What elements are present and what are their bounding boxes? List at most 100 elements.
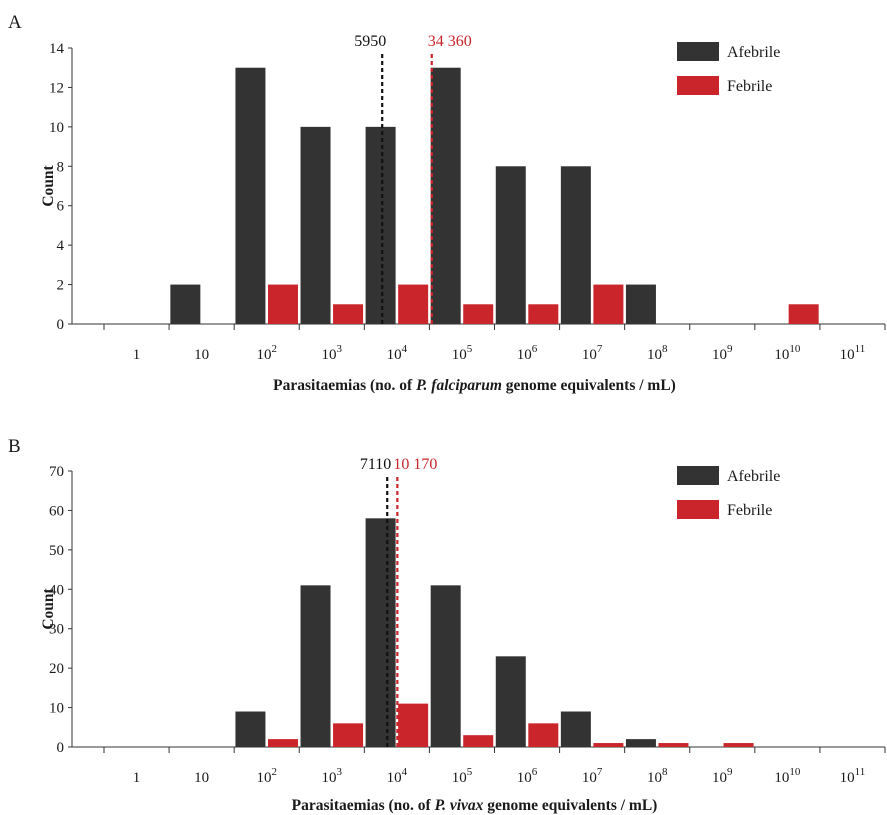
x-axis-title-prefix: Parasitaemias (no. of (292, 797, 435, 814)
x-tick-exponent: 10 (789, 343, 801, 355)
x-tick-exponent: 9 (727, 343, 733, 355)
x-tick-label: 10 (194, 770, 209, 786)
x-tick-base: 10 (322, 347, 337, 363)
bar-febrile (398, 284, 429, 324)
x-tick-label: 104 (387, 343, 408, 363)
x-tick-exponent: 8 (662, 343, 668, 355)
legend-swatch-afebrile (677, 42, 719, 61)
bar-febrile (593, 743, 624, 747)
y-axis-title: Count (40, 164, 57, 206)
legend-label: Febrile (727, 502, 772, 519)
y-tick-label: 14 (49, 41, 65, 57)
y-tick-label: 12 (49, 80, 64, 96)
x-tick-label: 1011 (840, 766, 866, 786)
x-tick-base: 10 (256, 770, 271, 786)
x-tick-label: 106 (517, 766, 538, 786)
bar-afebrile (625, 739, 656, 747)
median-label: 5950 (354, 33, 386, 50)
y-tick-label: 60 (49, 503, 64, 519)
x-tick-label: 108 (647, 343, 668, 363)
x-tick-label: 105 (452, 766, 473, 786)
bar-afebrile (430, 67, 461, 324)
panel-letter: A (8, 12, 22, 33)
x-tick-label: 107 (582, 343, 603, 363)
x-tick-base: 10 (517, 770, 532, 786)
bar-afebrile (235, 67, 266, 324)
legend-swatch-febrile (677, 500, 719, 519)
y-tick-label: 50 (49, 543, 64, 559)
bar-febrile (788, 304, 819, 324)
x-tick-exponent: 6 (532, 766, 538, 778)
y-tick-label: 10 (49, 701, 64, 717)
x-tick-exponent: 4 (402, 766, 408, 778)
y-tick-label: 70 (49, 464, 64, 480)
y-tick-label: 20 (49, 661, 64, 677)
x-axis-title: Parasitaemias (no. of P. vivax genome eq… (292, 797, 658, 814)
bar-febrile (398, 703, 429, 747)
legend-label: Febrile (727, 78, 772, 95)
y-tick-label: 0 (57, 317, 65, 333)
median-label: 7110 (360, 456, 391, 473)
bar-afebrile (625, 284, 656, 324)
bar-afebrile (235, 711, 266, 747)
legend-swatch-febrile (677, 76, 719, 95)
legend-label: Afebrile (727, 468, 780, 485)
x-tick-base: 10 (387, 770, 402, 786)
x-tick-base: 10 (582, 770, 597, 786)
x-tick-label: 109 (712, 343, 733, 363)
x-tick-exponent: 3 (337, 343, 343, 355)
bar-afebrile (560, 166, 591, 324)
x-tick-base: 10 (452, 770, 467, 786)
x-axis-title-suffix: genome equivalents / mL) (502, 377, 676, 394)
median-label: 10 170 (393, 456, 437, 473)
x-tick-exponent: 5 (467, 766, 473, 778)
bar-afebrile (300, 126, 331, 324)
bar-febrile (528, 304, 559, 324)
bar-febrile (723, 743, 754, 747)
x-axis-title-species: P. vivax (435, 797, 484, 814)
median-label: 34 360 (428, 33, 472, 50)
x-tick-exponent: 4 (402, 343, 408, 355)
x-tick-base: 10 (582, 347, 597, 363)
x-tick-label: 103 (322, 766, 343, 786)
x-axis-title-suffix: genome equivalents / mL) (483, 797, 657, 814)
x-tick-label: 104 (387, 766, 408, 786)
x-tick-base: 10 (712, 770, 727, 786)
x-tick-base: 10 (774, 347, 789, 363)
x-tick-label: 103 (322, 343, 343, 363)
bar-afebrile (495, 166, 526, 324)
x-tick-base: 10 (387, 347, 402, 363)
y-tick-label: 6 (57, 199, 65, 215)
x-tick-exponent: 2 (271, 766, 277, 778)
bar-afebrile (560, 711, 591, 747)
y-tick-label: 10 (49, 120, 64, 136)
legend-label: Afebrile (727, 44, 780, 61)
y-tick-label: 30 (49, 622, 64, 638)
x-tick-base: 10 (452, 347, 467, 363)
x-axis-title: Parasitaemias (no. of P. falciparum geno… (273, 377, 676, 394)
x-tick-exponent: 5 (467, 343, 473, 355)
bar-afebrile (365, 126, 396, 324)
bar-afebrile (430, 585, 461, 747)
x-tick-label: 1 (133, 770, 141, 786)
x-tick-exponent: 3 (337, 766, 343, 778)
x-tick-base: 1 (133, 770, 141, 786)
x-tick-base: 10 (840, 347, 855, 363)
x-tick-label: 1 (133, 347, 141, 363)
x-tick-label: 1010 (774, 766, 801, 786)
y-tick-label: 4 (57, 238, 65, 254)
x-tick-exponent: 6 (532, 343, 538, 355)
y-tick-label: 40 (49, 582, 64, 598)
x-tick-exponent: 11 (855, 343, 866, 355)
x-tick-base: 10 (774, 770, 789, 786)
bar-afebrile (365, 518, 396, 747)
x-tick-label: 109 (712, 766, 733, 786)
bar-febrile (333, 723, 364, 747)
x-tick-base: 10 (840, 770, 855, 786)
x-tick-base: 10 (517, 347, 532, 363)
x-tick-base: 10 (322, 770, 337, 786)
x-tick-label: 102 (256, 766, 277, 786)
